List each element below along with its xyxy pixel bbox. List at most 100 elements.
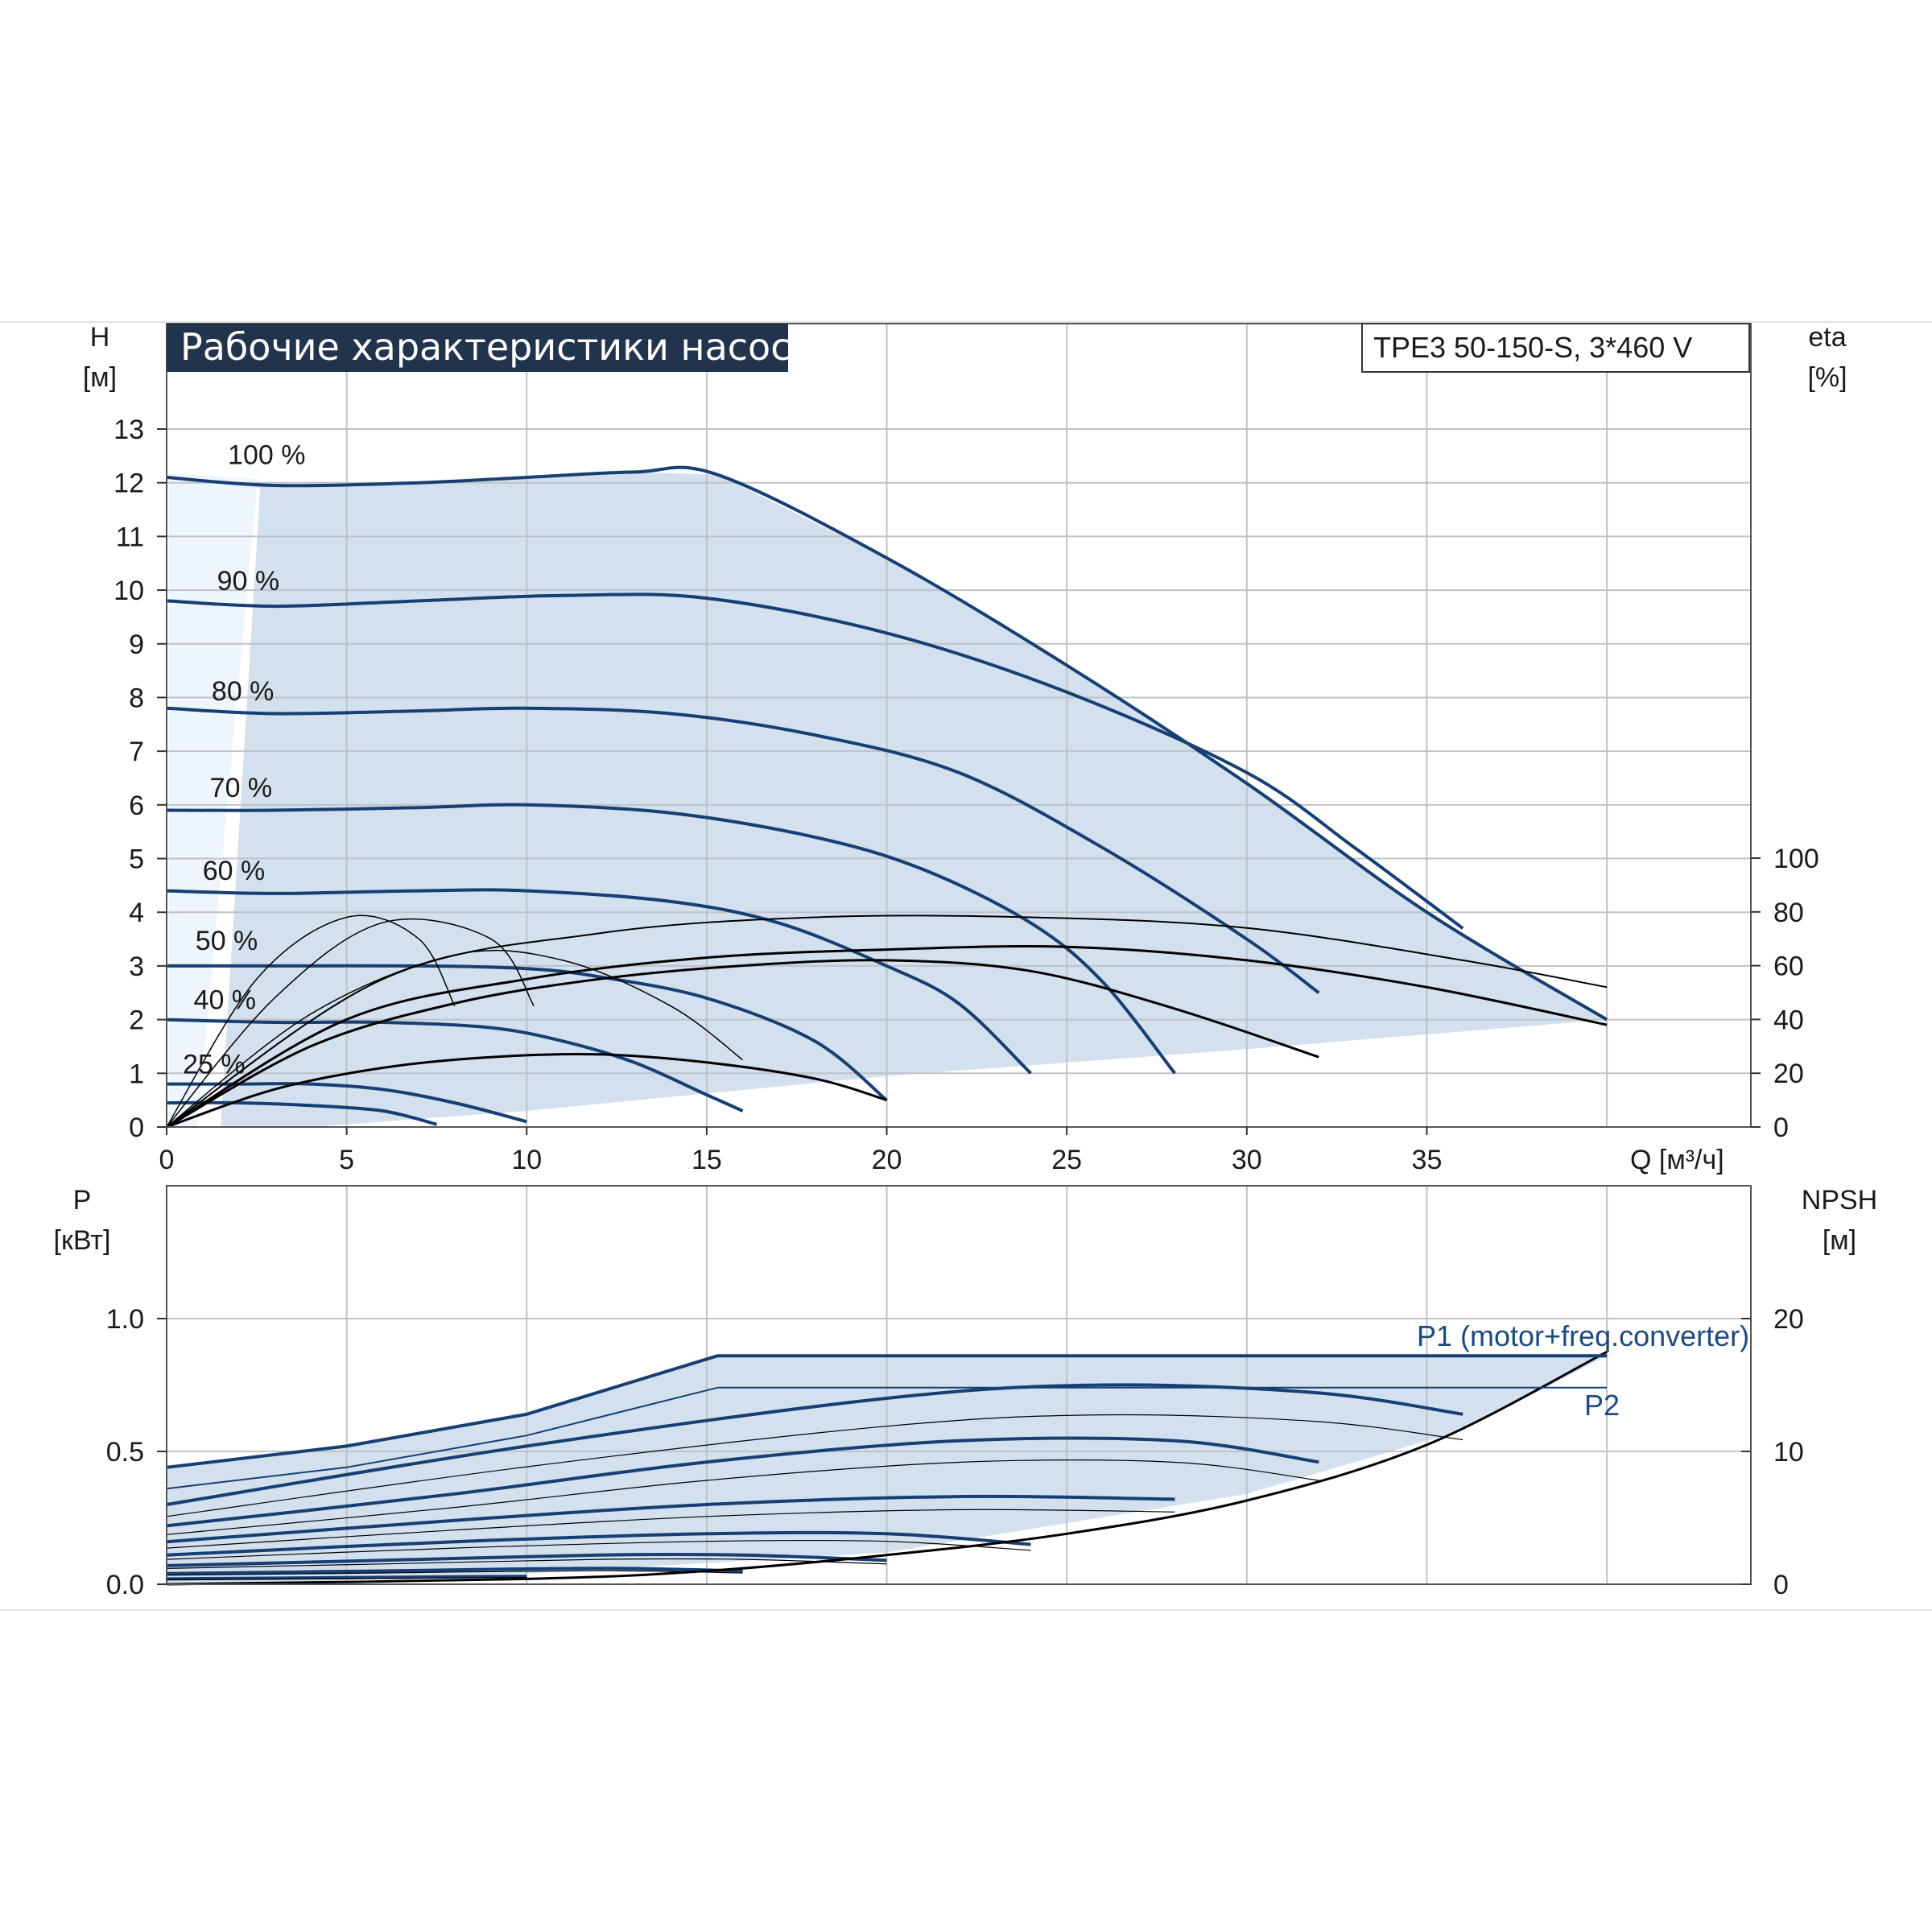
tick-label: 0 — [129, 1113, 144, 1143]
tick-label: 13 — [114, 415, 144, 445]
npsh-curve — [166, 1350, 1608, 1586]
power-curve-p2 — [166, 1558, 887, 1569]
tick-label: 35 — [1412, 1145, 1443, 1175]
p1-label: P1 (motor+freq.converter) — [1417, 1319, 1749, 1352]
eta-axis-unit: [%] — [1807, 362, 1847, 393]
speed-labels: 100 % 90 % 80 % 70 % 60 % 50 % 40 % 25 % — [183, 440, 305, 1080]
tick-label: 15 — [691, 1145, 722, 1175]
tick-label: 0 — [159, 1145, 175, 1175]
tick-label: 11 — [116, 522, 144, 552]
npsh-axis-symbol: NPSH — [1802, 1185, 1877, 1216]
speed-label: 70 % — [210, 773, 273, 803]
power-grid — [167, 1186, 1751, 1584]
power-plot-frame — [166, 1185, 1752, 1585]
low-flow-zone — [169, 473, 258, 1127]
head-axis-symbol: H — [90, 322, 110, 353]
tick-label: 25 — [1051, 1145, 1082, 1175]
speed-curve — [166, 888, 1032, 1075]
power-curve — [166, 1530, 1031, 1557]
power-curve-p2 — [166, 1509, 1175, 1549]
model-label: TPE3 50-150-S, 3*460 V — [1373, 331, 1692, 364]
flow-x-ticks: 0 5 10 15 20 25 30 35 — [159, 1127, 1443, 1175]
tick-label: 0 — [1773, 1113, 1789, 1143]
tick-label: 10 — [511, 1145, 542, 1175]
head-axis-unit: [м] — [83, 362, 117, 393]
tick-label: 0 — [1773, 1570, 1789, 1600]
tick-label: 1 — [129, 1059, 144, 1089]
tick-label: 1.0 — [106, 1304, 144, 1335]
tick-label: 0.0 — [106, 1570, 144, 1600]
efficiency-curve — [166, 918, 535, 1128]
power-curves — [166, 1383, 1463, 1581]
p1-curve — [166, 1354, 1608, 1469]
power-curve-p2 — [166, 1577, 527, 1580]
tick-label: 12 — [114, 469, 144, 499]
power-curve — [166, 1575, 527, 1581]
speed-curve — [166, 592, 1464, 930]
tick-label: 7 — [129, 737, 144, 767]
efficiency-curve — [166, 944, 1608, 1129]
head-grid — [167, 324, 1751, 1127]
efficiency-curves — [166, 914, 1608, 1129]
efficiency-curve — [166, 914, 456, 1128]
power-curve-p2 — [166, 1539, 1031, 1560]
head-plot-frame — [166, 323, 1752, 1128]
tick-label: 4 — [129, 898, 144, 928]
p2-curve — [166, 1386, 1608, 1490]
power-curve — [166, 1436, 1319, 1528]
power-curve — [166, 1552, 887, 1567]
eta-axis-symbol: eta — [1808, 322, 1846, 353]
tick-label: 40 — [1773, 1005, 1804, 1035]
power-curve — [166, 1494, 1175, 1544]
tick-label: 100 — [1773, 844, 1819, 874]
speed-label: 40 % — [194, 985, 257, 1015]
tick-label: 10 — [1773, 1437, 1804, 1468]
power-axis-symbol: P — [73, 1185, 92, 1216]
npsh-axis-unit: [м] — [1823, 1225, 1856, 1256]
speed-curve — [166, 1018, 744, 1113]
model-box — [1361, 323, 1750, 373]
tick-label: 80 — [1773, 898, 1804, 928]
speed-label: 90 % — [217, 566, 280, 597]
tick-label: 2 — [129, 1005, 144, 1036]
tick-label: 20 — [872, 1145, 902, 1175]
power-panel: 0.0 0.5 1.0 0 10 20 P [кВт] NPSH [м] P1 (mot… — [54, 1185, 1877, 1600]
title-bar — [167, 324, 788, 372]
speed-curve — [167, 964, 888, 1102]
power-y-ticks: 0.0 0.5 1.0 — [106, 1304, 167, 1600]
speed-label: 100 % — [228, 440, 305, 470]
tick-label: 60 — [1773, 952, 1804, 982]
tick-label: 8 — [129, 683, 144, 713]
tick-label: 5 — [129, 844, 144, 875]
speed-label: 25 % — [183, 1049, 245, 1080]
npsh-y-ticks: 0 10 20 — [1741, 1304, 1804, 1600]
speed-curve — [166, 1100, 437, 1126]
power-curve-p2 — [166, 1570, 743, 1576]
p2-label: P2 — [1584, 1389, 1620, 1422]
speed-curve — [166, 465, 1608, 1022]
flow-axis-label: Q [м³/ч] — [1630, 1145, 1724, 1175]
tick-label: 10 — [114, 576, 144, 606]
power-curve-p2 — [166, 1459, 1319, 1535]
efficiency-y-ticks: 0 20 40 60 80 100 — [1751, 844, 1819, 1143]
speed-label: 60 % — [203, 856, 266, 886]
tick-label: 0.5 — [106, 1437, 144, 1468]
efficiency-curve — [166, 959, 1319, 1129]
power-axis-unit: [кВт] — [54, 1225, 111, 1256]
power-curve — [166, 1383, 1463, 1506]
speed-label: 50 % — [196, 926, 258, 956]
tick-label: 5 — [339, 1145, 354, 1175]
chart-title: Рабочие характеристики насоса — [180, 325, 814, 369]
tick-label: 30 — [1232, 1145, 1262, 1175]
tick-label: 3 — [129, 952, 144, 982]
efficiency-curve — [166, 949, 744, 1128]
tick-label: 20 — [1773, 1059, 1804, 1089]
efficiency-curve — [166, 914, 1608, 1128]
tick-label: 9 — [129, 630, 144, 660]
efficiency-curve — [166, 1052, 887, 1129]
speed-label: 80 % — [212, 676, 275, 707]
power-curve — [166, 1567, 743, 1575]
